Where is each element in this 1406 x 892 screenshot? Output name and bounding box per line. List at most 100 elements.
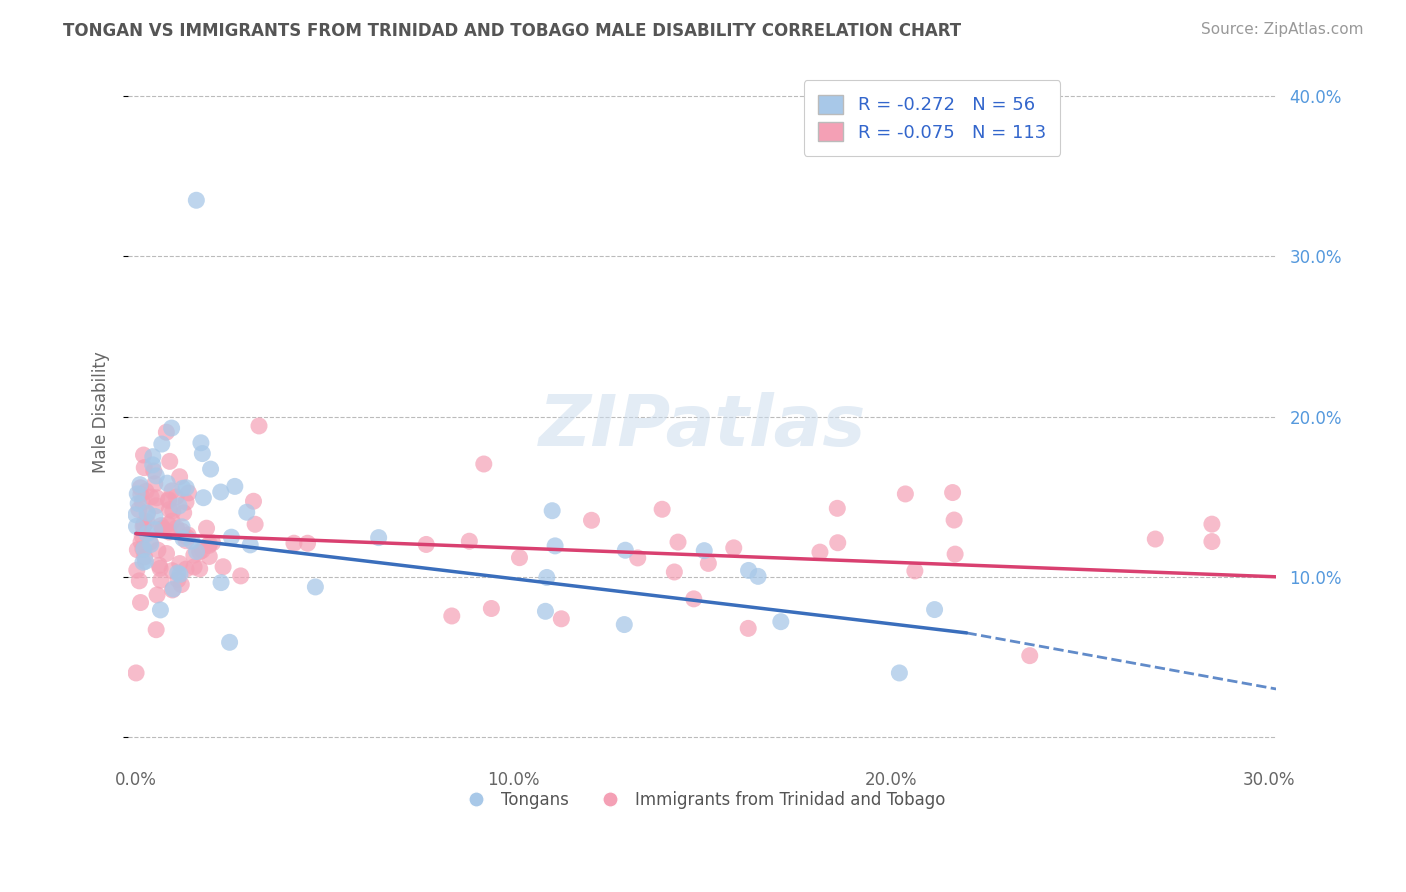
Tongans — [367, 531, 389, 545]
Tongans — [186, 544, 208, 558]
Immigrants from Trinidad and Tobago — [149, 573, 172, 587]
Immigrants from Trinidad and Tobago — [651, 502, 673, 516]
Immigrants from Trinidad and Tobago — [170, 577, 193, 591]
Tongans — [125, 508, 148, 522]
Immigrants from Trinidad and Tobago — [166, 521, 188, 535]
Immigrants from Trinidad and Tobago — [134, 549, 156, 564]
Immigrants from Trinidad and Tobago — [159, 454, 181, 468]
Tongans — [191, 446, 214, 460]
Tongans — [172, 532, 194, 546]
Immigrants from Trinidad and Tobago — [136, 507, 159, 521]
Tongans — [889, 665, 911, 680]
Tongans — [613, 617, 636, 632]
Immigrants from Trinidad and Tobago — [139, 535, 162, 549]
Immigrants from Trinidad and Tobago — [142, 464, 165, 478]
Immigrants from Trinidad and Tobago — [229, 569, 252, 583]
Tongans — [170, 520, 193, 534]
Immigrants from Trinidad and Tobago — [143, 476, 166, 491]
Tongans — [150, 437, 173, 451]
Text: ZIPatlas: ZIPatlas — [538, 392, 866, 461]
Immigrants from Trinidad and Tobago — [458, 534, 481, 549]
Immigrants from Trinidad and Tobago — [550, 612, 572, 626]
Immigrants from Trinidad and Tobago — [894, 487, 917, 501]
Tongans — [924, 602, 946, 616]
Immigrants from Trinidad and Tobago — [132, 516, 155, 531]
Immigrants from Trinidad and Tobago — [165, 490, 187, 504]
Immigrants from Trinidad and Tobago — [183, 560, 205, 574]
Tongans — [166, 566, 188, 580]
Tongans — [193, 491, 215, 505]
Tongans — [186, 194, 208, 208]
Immigrants from Trinidad and Tobago — [283, 536, 305, 550]
Tongans — [169, 567, 191, 582]
Tongans — [132, 555, 155, 569]
Tongans — [224, 479, 246, 493]
Immigrants from Trinidad and Tobago — [174, 533, 197, 548]
Immigrants from Trinidad and Tobago — [132, 518, 155, 533]
Immigrants from Trinidad and Tobago — [160, 514, 183, 528]
Tongans — [128, 477, 150, 491]
Immigrants from Trinidad and Tobago — [1144, 532, 1167, 546]
Immigrants from Trinidad and Tobago — [169, 469, 191, 483]
Immigrants from Trinidad and Tobago — [128, 502, 150, 516]
Tongans — [209, 485, 232, 500]
Immigrants from Trinidad and Tobago — [247, 419, 270, 434]
Immigrants from Trinidad and Tobago — [177, 486, 200, 500]
Immigrants from Trinidad and Tobago — [581, 513, 603, 527]
Immigrants from Trinidad and Tobago — [145, 499, 167, 513]
Tongans — [142, 450, 165, 464]
Immigrants from Trinidad and Tobago — [152, 522, 174, 536]
Tongans — [143, 523, 166, 537]
Immigrants from Trinidad and Tobago — [134, 460, 156, 475]
Tongans — [125, 519, 148, 533]
Immigrants from Trinidad and Tobago — [666, 535, 689, 549]
Immigrants from Trinidad and Tobago — [141, 490, 163, 504]
Immigrants from Trinidad and Tobago — [148, 558, 170, 573]
Immigrants from Trinidad and Tobago — [737, 621, 759, 635]
Immigrants from Trinidad and Tobago — [942, 485, 965, 500]
Immigrants from Trinidad and Tobago — [131, 529, 153, 543]
Tongans — [156, 476, 179, 491]
Immigrants from Trinidad and Tobago — [135, 484, 157, 499]
Immigrants from Trinidad and Tobago — [150, 522, 173, 536]
Tongans — [162, 582, 184, 596]
Immigrants from Trinidad and Tobago — [183, 548, 205, 562]
Immigrants from Trinidad and Tobago — [664, 565, 686, 579]
Immigrants from Trinidad and Tobago — [195, 521, 218, 535]
Immigrants from Trinidad and Tobago — [160, 564, 183, 578]
Immigrants from Trinidad and Tobago — [682, 591, 704, 606]
Immigrants from Trinidad and Tobago — [212, 559, 235, 574]
Immigrants from Trinidad and Tobago — [697, 557, 720, 571]
Immigrants from Trinidad and Tobago — [472, 457, 495, 471]
Tongans — [136, 506, 159, 520]
Immigrants from Trinidad and Tobago — [174, 495, 197, 509]
Immigrants from Trinidad and Tobago — [135, 515, 157, 529]
Tongans — [172, 481, 194, 495]
Tongans — [304, 580, 326, 594]
Immigrants from Trinidad and Tobago — [162, 504, 184, 518]
Immigrants from Trinidad and Tobago — [415, 537, 437, 551]
Immigrants from Trinidad and Tobago — [188, 562, 211, 576]
Tongans — [218, 635, 240, 649]
Immigrants from Trinidad and Tobago — [129, 487, 152, 501]
Immigrants from Trinidad and Tobago — [132, 448, 155, 462]
Tongans — [139, 537, 162, 551]
Immigrants from Trinidad and Tobago — [479, 601, 502, 615]
Tongans — [541, 504, 564, 518]
Immigrants from Trinidad and Tobago — [155, 547, 177, 561]
Immigrants from Trinidad and Tobago — [1018, 648, 1040, 663]
Immigrants from Trinidad and Tobago — [167, 573, 190, 587]
Tongans — [747, 569, 769, 583]
Immigrants from Trinidad and Tobago — [173, 506, 195, 520]
Tongans — [221, 530, 243, 544]
Immigrants from Trinidad and Tobago — [508, 550, 530, 565]
Immigrants from Trinidad and Tobago — [170, 524, 193, 539]
Tongans — [142, 458, 165, 472]
Immigrants from Trinidad and Tobago — [155, 425, 177, 440]
Immigrants from Trinidad and Tobago — [129, 481, 152, 495]
Immigrants from Trinidad and Tobago — [132, 519, 155, 533]
Immigrants from Trinidad and Tobago — [201, 536, 224, 550]
Tongans — [132, 541, 155, 556]
Tongans — [737, 564, 759, 578]
Tongans — [209, 575, 232, 590]
